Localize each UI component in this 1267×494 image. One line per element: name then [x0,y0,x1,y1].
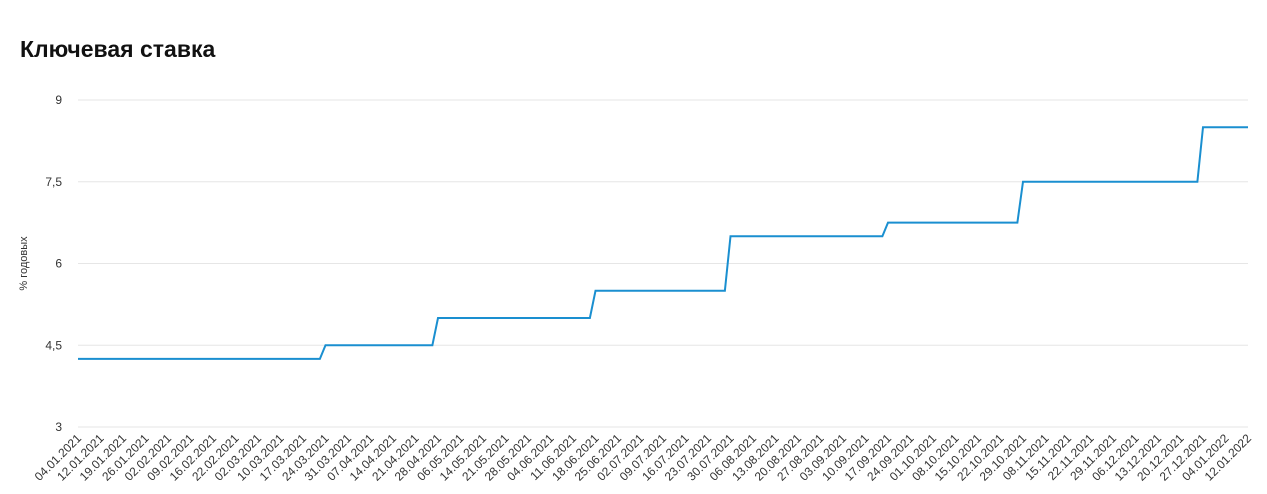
y-axis-label: % годовых [18,236,30,291]
y-tick-label: 4,5 [45,338,62,352]
y-tick-label: 3 [55,420,62,434]
key-rate-series-line [78,126,1248,360]
y-tick-label: 7,5 [45,175,62,189]
chart-title: Ключевая ставка [20,36,216,62]
y-tick-label: 9 [55,93,62,107]
y-tick-label: 6 [55,257,62,271]
